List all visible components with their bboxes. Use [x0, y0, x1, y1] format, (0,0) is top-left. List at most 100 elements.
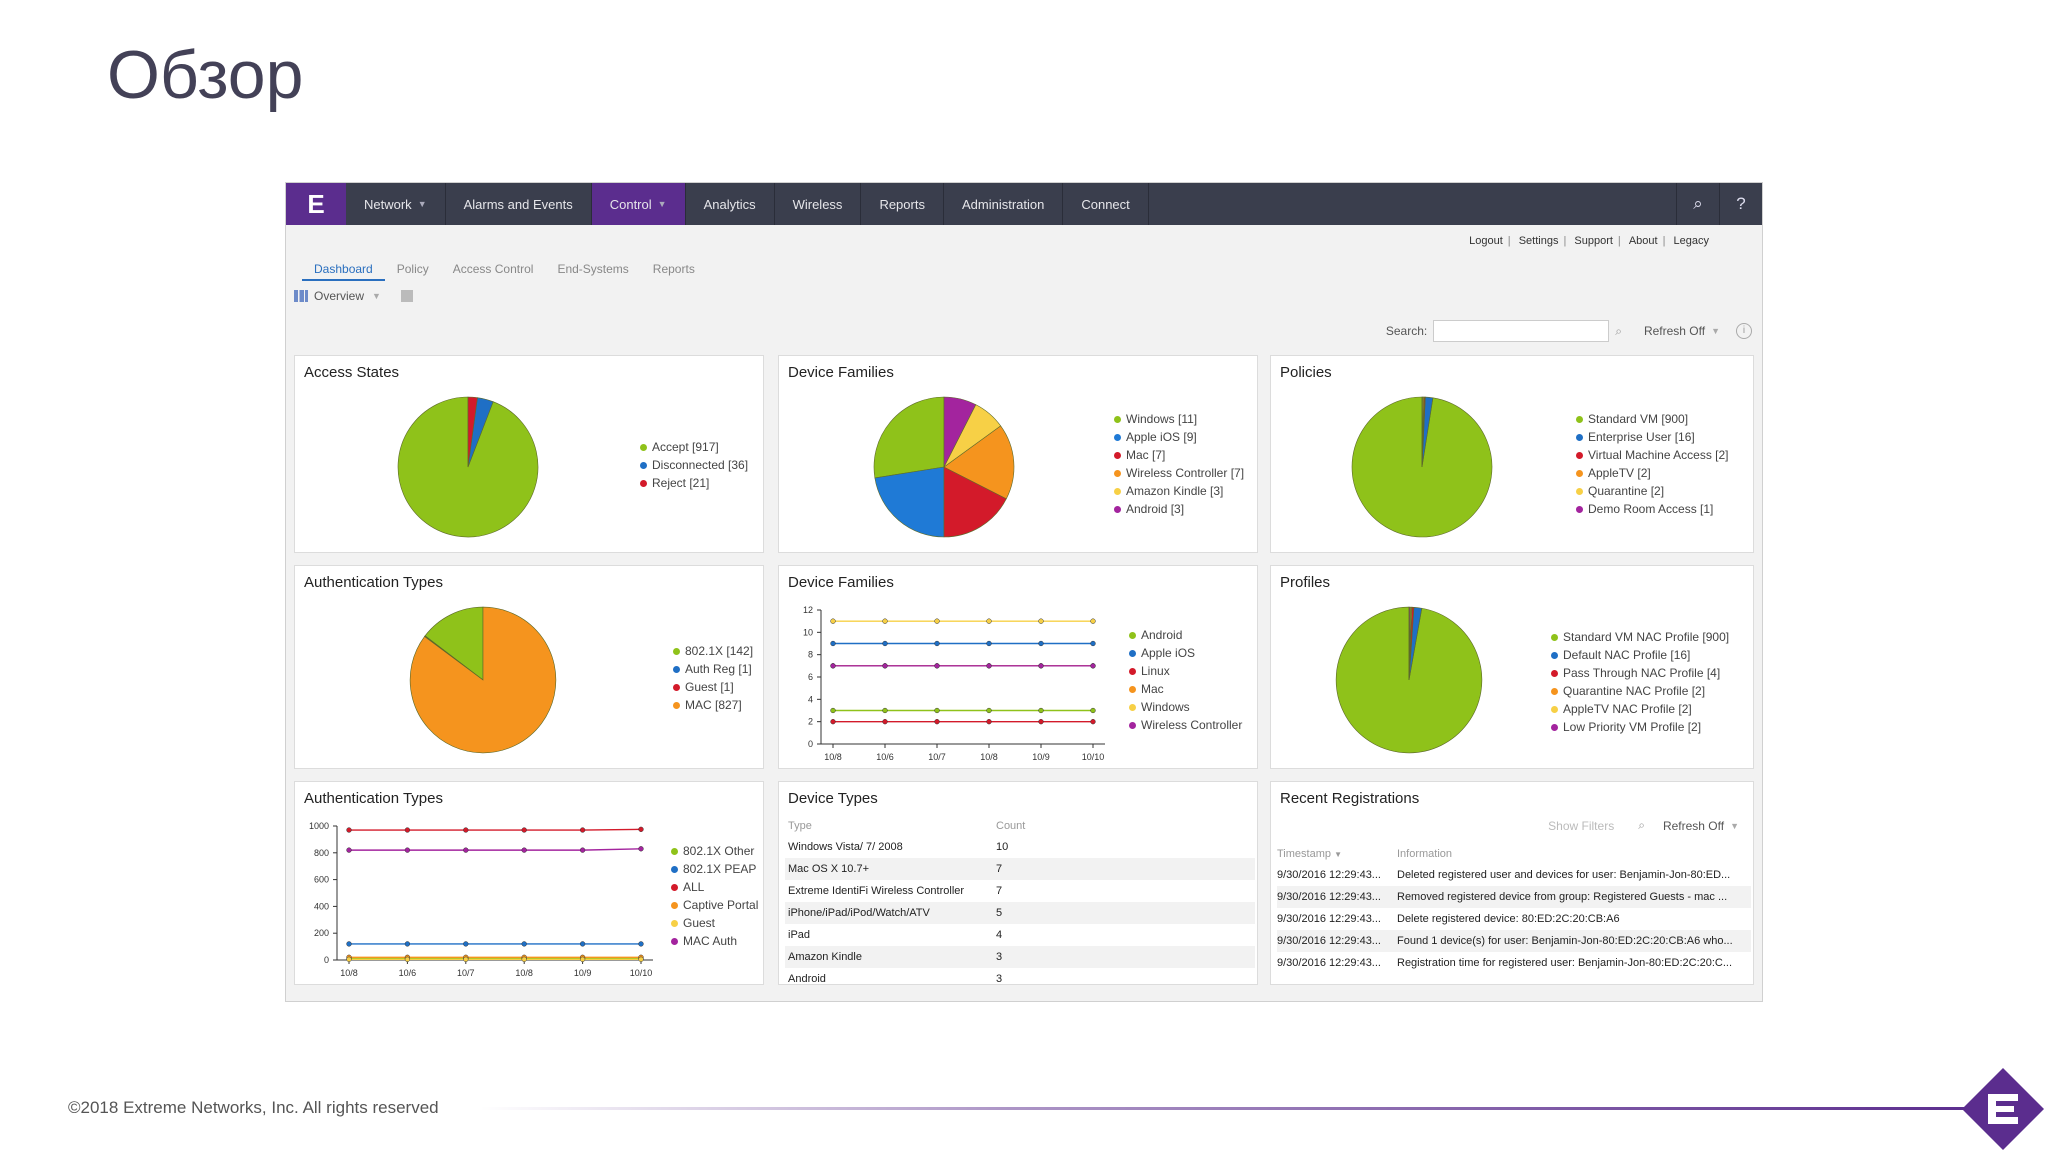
legend-item[interactable]: Demo Room Access [1]: [1576, 500, 1729, 518]
table-row[interactable]: Windows Vista/ 7/ 2008 10: [788, 841, 1009, 853]
series-line[interactable]: [349, 848, 642, 851]
nav-network[interactable]: Network ▼: [346, 183, 446, 225]
pie-slice[interactable]: [943, 396, 977, 468]
data-point[interactable]: [463, 941, 469, 947]
legend-item[interactable]: MAC [827]: [673, 696, 753, 714]
legend-item[interactable]: Default NAC Profile [16]: [1551, 646, 1729, 664]
view-selector[interactable]: Overview ▼: [294, 289, 413, 303]
brand-logo-icon[interactable]: E: [286, 183, 346, 225]
data-point[interactable]: [1090, 663, 1096, 669]
support-link[interactable]: Support: [1574, 235, 1613, 247]
data-point[interactable]: [346, 827, 352, 833]
data-point[interactable]: [830, 640, 836, 647]
legend-item[interactable]: ALL: [671, 878, 758, 896]
legend-item[interactable]: Quarantine NAC Profile [2]: [1551, 682, 1729, 700]
legend-item[interactable]: Mac: [1129, 680, 1242, 698]
search-input[interactable]: [1433, 320, 1610, 342]
data-point[interactable]: [1090, 618, 1096, 624]
legacy-link[interactable]: Legacy: [1673, 235, 1709, 247]
settings-link[interactable]: Settings: [1518, 235, 1559, 247]
data-point[interactable]: [986, 719, 992, 725]
data-point[interactable]: [579, 941, 586, 947]
table-row[interactable]: Amazon Kindle 3: [785, 946, 1255, 968]
data-point[interactable]: [346, 956, 352, 962]
data-point[interactable]: [830, 618, 836, 624]
data-point[interactable]: [521, 941, 527, 947]
legend-item[interactable]: 802.1X [142]: [673, 642, 753, 660]
table-row[interactable]: iPad 4: [788, 929, 1003, 941]
pie-slice[interactable]: [467, 396, 478, 468]
nav-control[interactable]: Control ▼: [591, 183, 686, 225]
logout-link[interactable]: Logout: [1469, 235, 1503, 247]
data-point[interactable]: [638, 941, 644, 947]
data-point[interactable]: [1038, 640, 1044, 647]
legend-item[interactable]: Captive Portal: [671, 896, 758, 914]
data-point[interactable]: [521, 956, 527, 962]
data-point[interactable]: [882, 719, 888, 725]
legend-item[interactable]: Disconnected [36]: [640, 456, 748, 474]
data-point[interactable]: [1090, 640, 1096, 647]
data-point[interactable]: [882, 707, 888, 714]
table-row[interactable]: 9/30/2016 12:29:43... Deleted registered …: [1277, 869, 1731, 881]
refresh-select[interactable]: Refresh Off: [1643, 324, 1706, 338]
data-point[interactable]: [346, 941, 352, 947]
nav-alarms-events[interactable]: Alarms and Events: [446, 183, 592, 225]
table-row[interactable]: 9/30/2016 12:29:43... Removed registered …: [1277, 886, 1751, 908]
legend-item[interactable]: Guest: [671, 914, 758, 932]
data-point[interactable]: [463, 847, 469, 853]
legend-item[interactable]: Linux: [1129, 662, 1242, 680]
legend-item[interactable]: Wireless Controller [7]: [1114, 464, 1244, 482]
search-icon[interactable]: ⌕: [1676, 183, 1719, 225]
data-point[interactable]: [638, 846, 644, 852]
table-row[interactable]: iPhone/iPad/iPod/Watch/ATV 5: [785, 902, 1255, 924]
table-row[interactable]: 9/30/2016 12:29:43... Found 1 device(s) f…: [1277, 930, 1751, 952]
legend-item[interactable]: Standard VM NAC Profile [900]: [1551, 628, 1729, 646]
pie-slice[interactable]: [874, 466, 945, 538]
legend-item[interactable]: Pass Through NAC Profile [4]: [1551, 664, 1729, 682]
pie-slice[interactable]: [424, 606, 484, 681]
data-point[interactable]: [1090, 719, 1096, 725]
data-point[interactable]: [934, 719, 940, 725]
legend-item[interactable]: Wireless Controller: [1129, 716, 1242, 734]
legend-item[interactable]: 802.1X Other: [671, 842, 758, 860]
about-link[interactable]: About: [1628, 235, 1658, 247]
pie-slice[interactable]: [409, 606, 557, 754]
nav-administration[interactable]: Administration: [944, 183, 1064, 225]
data-point[interactable]: [404, 941, 411, 947]
column-header-type[interactable]: Type: [788, 820, 812, 832]
legend-item[interactable]: Guest [1]: [673, 678, 753, 696]
data-point[interactable]: [1038, 707, 1044, 714]
data-point[interactable]: [1038, 719, 1044, 725]
column-header-information[interactable]: Information: [1397, 848, 1453, 860]
column-header-count[interactable]: Count: [996, 820, 1026, 832]
pie-slice[interactable]: [1408, 606, 1411, 681]
nav-analytics[interactable]: Analytics: [686, 183, 775, 225]
legend-item[interactable]: AppleTV [2]: [1576, 464, 1729, 482]
show-filters-button[interactable]: Show Filters: [1548, 818, 1615, 833]
table-row[interactable]: 9/30/2016 12:29:43... Delete registered d…: [1277, 913, 1620, 925]
data-point[interactable]: [404, 847, 411, 853]
tab-access-control[interactable]: Access Control: [452, 262, 534, 276]
tab-end-systems[interactable]: End-Systems: [557, 262, 629, 276]
legend-item[interactable]: Apple iOS [9]: [1114, 428, 1244, 446]
data-point[interactable]: [986, 618, 992, 624]
help-icon[interactable]: ?: [1719, 183, 1762, 225]
legend-item[interactable]: Windows [11]: [1114, 410, 1244, 428]
data-point[interactable]: [986, 707, 992, 714]
data-point[interactable]: [830, 663, 836, 669]
series-line[interactable]: [349, 828, 642, 831]
tab-policy[interactable]: Policy: [396, 262, 429, 276]
legend-item[interactable]: Accept [917]: [640, 438, 748, 456]
tab-dashboard[interactable]: Dashboard: [302, 259, 385, 281]
legend-item[interactable]: Auth Reg [1]: [673, 660, 753, 678]
table-row[interactable]: Android 3: [788, 973, 1003, 985]
data-point[interactable]: [346, 847, 352, 853]
data-point[interactable]: [882, 618, 888, 624]
data-point[interactable]: [463, 827, 469, 833]
data-point[interactable]: [404, 827, 411, 833]
data-point[interactable]: [1038, 663, 1044, 669]
data-point[interactable]: [579, 827, 586, 833]
data-point[interactable]: [882, 640, 888, 647]
data-point[interactable]: [986, 640, 992, 647]
data-point[interactable]: [1038, 618, 1044, 624]
